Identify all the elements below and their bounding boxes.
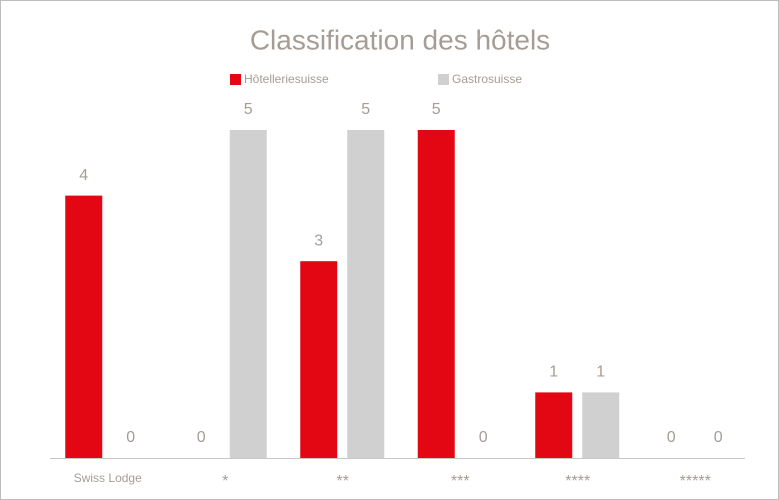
x-tick-label: * (222, 473, 228, 490)
value-label: 4 (79, 167, 88, 184)
bar (65, 195, 103, 458)
x-tick-label: ***** (680, 473, 711, 490)
x-tick-label: *** (451, 473, 470, 490)
value-label: 0 (197, 429, 206, 446)
legend-swatch (230, 74, 241, 85)
value-label: 0 (714, 429, 723, 446)
x-tick-label: **** (565, 473, 590, 490)
value-label: 1 (596, 364, 605, 381)
bar (535, 392, 573, 458)
value-label: 0 (667, 429, 676, 446)
legend-swatch (438, 74, 449, 85)
chart-title: Classification des hôtels (250, 24, 550, 55)
bar (300, 261, 338, 458)
value-label: 5 (361, 101, 370, 118)
x-tick-label: ** (337, 473, 349, 490)
legend-label: Gastrosuisse (452, 72, 522, 86)
value-label: 5 (432, 101, 441, 118)
bar (417, 130, 455, 458)
bar (582, 392, 620, 458)
value-label: 5 (244, 101, 253, 118)
value-label: 0 (479, 429, 488, 446)
bar (347, 130, 385, 458)
bar (229, 130, 267, 458)
value-label: 1 (549, 364, 558, 381)
value-label: 3 (314, 232, 323, 249)
x-tick-label: Swiss Lodge (74, 471, 142, 485)
value-label: 0 (126, 429, 135, 446)
legend-label: Hôtelleriesuisse (244, 72, 329, 86)
